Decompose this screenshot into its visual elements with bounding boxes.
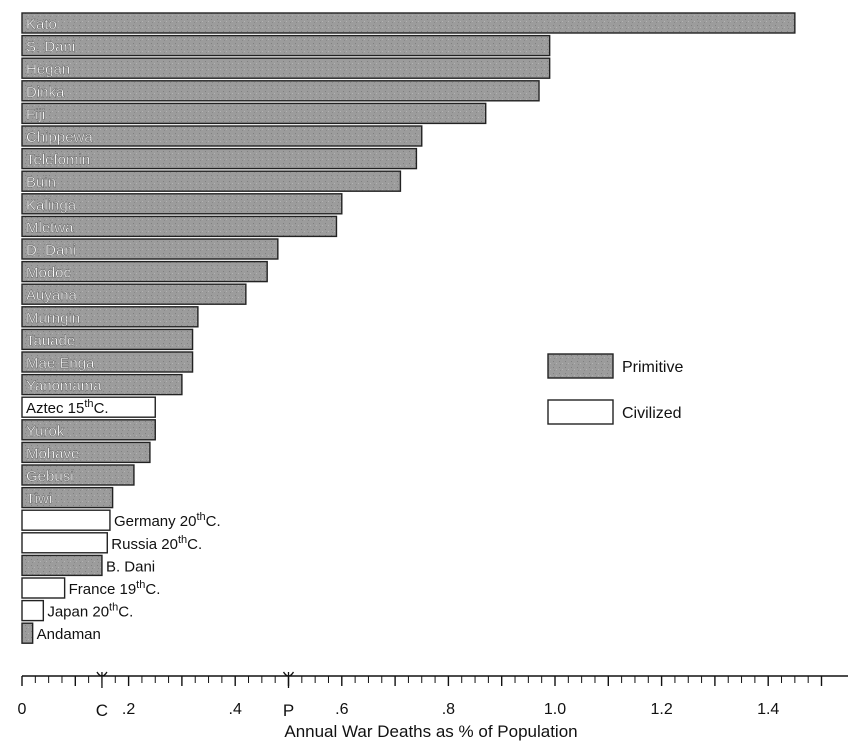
x-tick-label: .6 — [335, 701, 348, 718]
legend-label-civilized: Civilized — [622, 405, 682, 422]
bar-label: Andaman — [37, 626, 101, 643]
bar-label: Murngin — [26, 310, 80, 327]
bar-label: D. Dani — [26, 242, 76, 259]
x-axis: 0 .2 .4 .6 .8 1.0 1.2 1.4 C P — [18, 671, 848, 720]
bar-civilized — [21, 532, 108, 554]
bar-primitive — [21, 193, 343, 215]
bar-primitive — [21, 238, 279, 260]
bar-primitive — [21, 464, 135, 486]
bar-label: Mae Enga — [26, 355, 95, 372]
legend-swatch-civilized — [547, 399, 614, 425]
bar-primitive — [21, 351, 194, 373]
bar-primitive — [21, 80, 540, 102]
bar-label: Yurok — [26, 423, 65, 440]
bar-civilized — [21, 599, 45, 622]
x-tick-label: 1.4 — [757, 701, 779, 718]
bar-label: Russia 20thC. — [111, 534, 202, 553]
bar-primitive — [21, 57, 551, 79]
bar-label: Mletwa — [26, 219, 74, 236]
bar-label: Kato — [26, 16, 57, 33]
bar-primitive — [21, 283, 247, 305]
bar-civilized — [21, 396, 156, 418]
bar-primitive — [21, 328, 194, 351]
bar-label: Kalinga — [26, 197, 77, 214]
bar-label: Hegan — [26, 61, 70, 78]
bar-civilized — [21, 577, 66, 599]
axis-marker-label: C — [96, 701, 108, 720]
bar-primitive — [21, 34, 551, 57]
bar-label: Fiji — [26, 106, 45, 123]
bar-primitive — [21, 12, 796, 34]
bar-label: Yanomama — [26, 378, 102, 395]
bar-primitive — [21, 102, 487, 125]
bar-label: B. Dani — [106, 558, 155, 575]
bar-primitive — [21, 441, 151, 464]
bar-label: S. Dani — [26, 39, 75, 56]
bar-label: Telefomin — [26, 152, 90, 169]
bar-primitive — [21, 486, 114, 509]
bar-primitive — [21, 125, 423, 147]
legend: Primitive Civilized — [547, 353, 683, 425]
axis-marker-label: P — [283, 701, 294, 720]
bar-label: Modoc — [26, 265, 72, 282]
x-tick-label: .2 — [122, 701, 135, 718]
bars-layer: Kato S. Dani Hegan Dinka Fiji Chippewa Telefom… — [21, 12, 796, 644]
bar-label: Tauade — [26, 332, 75, 349]
bar-label: Aztec 15thC. — [26, 398, 109, 417]
bar-primitive — [21, 622, 34, 644]
bar-primitive — [21, 554, 103, 577]
x-axis-title: Annual War Deaths as % of Population — [284, 722, 577, 741]
bar-primitive — [21, 373, 183, 396]
bar-primitive — [21, 170, 402, 192]
bar-label: Mohave — [26, 445, 79, 462]
bar-primitive — [21, 215, 338, 238]
bar-primitive — [21, 419, 156, 441]
bar-label: France 19thC. — [69, 579, 161, 598]
bar-label: Dinka — [26, 84, 65, 101]
bar-label: Germany 20thC. — [114, 511, 221, 530]
bar-label: Gebusi — [26, 468, 74, 485]
bar-label: Japan 20thC. — [47, 602, 133, 621]
x-tick-label: .8 — [442, 701, 455, 718]
bar-label: Buin — [26, 174, 56, 191]
bar-primitive — [21, 260, 268, 283]
bar-label: Tiwi — [26, 491, 52, 508]
x-tick-label: 1.2 — [650, 701, 672, 718]
x-tick-label: .4 — [229, 701, 242, 718]
legend-label-primitive: Primitive — [622, 359, 683, 376]
bar-label: Chippewa — [26, 129, 93, 146]
x-tick-label: 0 — [18, 701, 27, 718]
bar-label: Auyana — [26, 287, 78, 304]
bar-primitive — [21, 147, 418, 170]
bar-primitive — [21, 306, 199, 328]
bar-civilized — [21, 509, 111, 531]
x-tick-label: 1.0 — [544, 701, 566, 718]
legend-swatch-primitive — [547, 353, 614, 379]
